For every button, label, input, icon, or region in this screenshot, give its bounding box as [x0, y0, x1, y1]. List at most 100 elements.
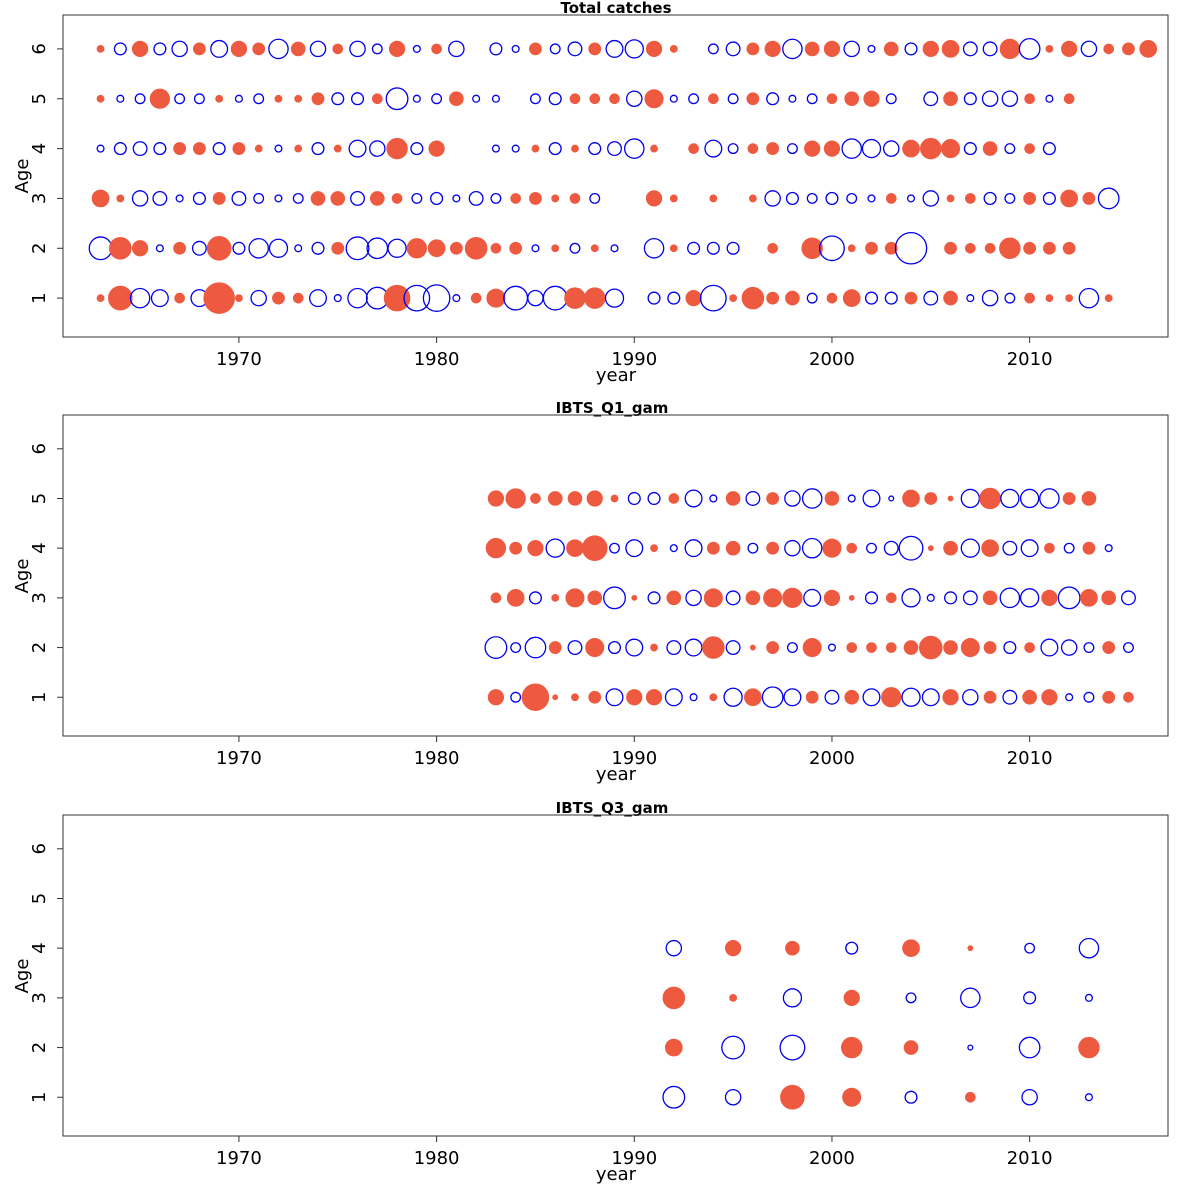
negative-residual-bubble [788, 94, 797, 103]
positive-residual-bubble [748, 194, 757, 203]
positive-residual-bubble [1041, 589, 1058, 606]
negative-residual-bubble [333, 294, 342, 303]
positive-residual-bubble [609, 93, 620, 105]
positive-residual-bubble [230, 40, 248, 58]
negative-residual-bubble [309, 40, 327, 58]
positive-residual-bubble [1023, 241, 1037, 255]
positive-residual-bubble [173, 142, 187, 155]
positive-residual-bubble [846, 642, 858, 653]
negative-residual-bubble [1004, 143, 1016, 155]
positive-residual-bubble [585, 638, 605, 658]
positive-residual-bubble [1024, 93, 1035, 105]
positive-residual-bubble [470, 292, 482, 304]
positive-residual-bubble [96, 94, 105, 103]
positive-residual-bubble [584, 287, 606, 309]
negative-residual-bubble [726, 241, 740, 255]
negative-residual-bubble [274, 194, 283, 203]
y-tick-label: 5 [29, 93, 50, 104]
positive-residual-bubble [588, 42, 602, 56]
positive-residual-bubble [529, 42, 542, 56]
positive-residual-bubble [662, 986, 686, 1010]
positive-residual-bubble [645, 190, 663, 207]
positive-residual-bubble [509, 541, 523, 555]
negative-residual-bubble [687, 241, 701, 255]
positive-residual-bubble [824, 491, 840, 506]
negative-residual-bubble [567, 640, 583, 656]
positive-residual-bubble [709, 194, 718, 203]
y-tick-label: 2 [29, 642, 50, 653]
positive-residual-bubble [330, 191, 346, 206]
positive-residual-bubble [645, 689, 663, 706]
positive-residual-bubble [427, 239, 446, 258]
negative-residual-bubble [491, 144, 500, 153]
positive-residual-bubble [1062, 241, 1076, 255]
negative-residual-bubble [867, 194, 876, 203]
negative-residual-bubble [430, 191, 444, 205]
negative-residual-bubble [704, 139, 723, 158]
positive-residual-bubble [610, 494, 619, 503]
positive-residual-bubble [669, 194, 678, 203]
positive-residual-bubble [131, 40, 149, 58]
negative-residual-bubble [943, 591, 958, 605]
positive-residual-bubble [292, 292, 304, 304]
positive-residual-bubble [943, 91, 958, 107]
negative-residual-bubble [605, 688, 624, 707]
positive-residual-bubble [586, 490, 603, 507]
negative-residual-bubble [846, 192, 858, 204]
negative-residual-bubble [1060, 639, 1078, 656]
positive-residual-bubble [1122, 42, 1135, 56]
negative-residual-bubble [1122, 642, 1134, 654]
positive-residual-bubble [310, 191, 326, 206]
positive-residual-bubble [589, 93, 601, 105]
positive-residual-bubble [725, 540, 741, 556]
positive-residual-bubble [706, 541, 720, 555]
positive-residual-bubble [979, 487, 1001, 510]
negative-residual-bubble [624, 39, 644, 59]
y-tick-label: 4 [29, 942, 50, 953]
negative-residual-bubble [308, 289, 328, 308]
negative-residual-bubble [1018, 38, 1041, 60]
positive-residual-bubble [1024, 642, 1035, 653]
positive-residual-bubble [272, 291, 285, 305]
negative-residual-bubble [448, 40, 465, 58]
negative-residual-bubble [806, 93, 818, 105]
positive-residual-bubble [766, 492, 780, 505]
negative-residual-bubble [923, 91, 939, 107]
negative-residual-bubble [664, 688, 683, 707]
positive-residual-bubble [547, 491, 563, 506]
positive-residual-bubble [749, 644, 756, 651]
positive-residual-bubble [965, 242, 976, 254]
positive-residual-bubble [644, 89, 664, 109]
positive-residual-bubble [823, 140, 841, 157]
negative-residual-bubble [882, 140, 900, 157]
negative-residual-bubble [268, 38, 289, 60]
negative-residual-bubble [1019, 488, 1040, 509]
negative-residual-bubble [827, 643, 837, 652]
panel-title: Total catches [560, 0, 671, 17]
negative-residual-bubble [605, 39, 624, 58]
negative-residual-bubble [1039, 488, 1060, 509]
negative-residual-bubble [725, 640, 741, 656]
negative-residual-bubble [727, 143, 739, 155]
negative-residual-bubble [1000, 488, 1020, 509]
positive-residual-bubble [1104, 294, 1113, 303]
negative-residual-bubble [685, 589, 702, 607]
negative-residual-bubble [667, 291, 681, 305]
negative-residual-bubble [981, 289, 999, 307]
negative-residual-bubble [862, 688, 881, 707]
positive-residual-bubble [551, 593, 560, 602]
positive-residual-bubble [826, 292, 838, 304]
positive-residual-bubble [943, 640, 958, 655]
negative-residual-bubble [901, 588, 921, 608]
negative-residual-bubble [647, 591, 661, 605]
positive-residual-bubble [428, 140, 445, 157]
negative-residual-bubble [921, 688, 940, 707]
negative-residual-bubble [864, 591, 879, 605]
positive-residual-bubble [333, 144, 342, 153]
negative-residual-bubble [155, 244, 164, 253]
panel-title: IBTS_Q1_gam [556, 399, 669, 417]
negative-residual-bubble [113, 142, 127, 156]
negative-residual-bubble [129, 287, 151, 309]
positive-residual-bubble [881, 687, 902, 708]
positive-residual-bubble [332, 43, 344, 55]
